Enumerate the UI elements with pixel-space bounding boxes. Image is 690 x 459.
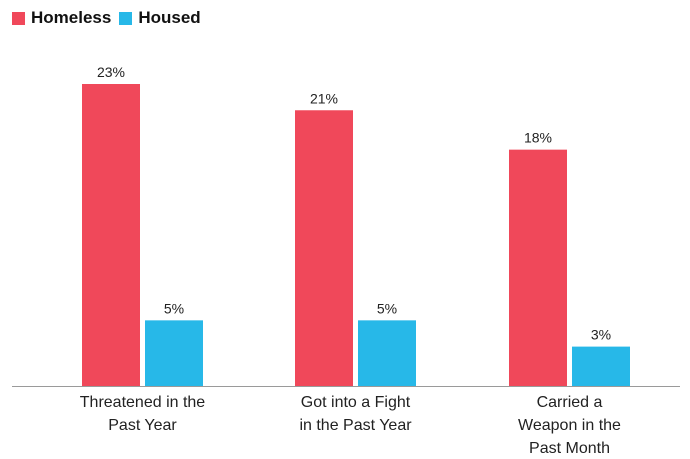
legend-item-housed: Housed	[119, 8, 201, 28]
category-label-2-line-1: Got into a Fight	[301, 394, 411, 411]
legend: Homeless Housed	[12, 8, 209, 28]
data-label-homeless-3: 18%	[524, 130, 552, 146]
legend-swatch-homeless	[12, 11, 25, 25]
bar-housed-3	[572, 346, 630, 386]
category-label-2-line-2: in the Past Year	[299, 417, 412, 434]
legend-label-homeless: Homeless	[31, 8, 112, 27]
category-label-1-line-2: Past Year	[108, 417, 177, 434]
data-label-homeless-2: 21%	[310, 90, 338, 106]
category-label-1-line-1: Threatened in the	[80, 394, 206, 411]
data-label-housed-3: 3%	[591, 327, 611, 343]
data-label-homeless-1: 23%	[97, 64, 125, 80]
legend-label-housed: Housed	[138, 8, 201, 27]
bar-housed-1	[145, 320, 203, 386]
category-label-3-line-2: Weapon in the	[518, 417, 621, 434]
bar-housed-2	[358, 320, 416, 386]
data-label-housed-1: 5%	[164, 300, 184, 316]
data-label-housed-2: 5%	[377, 300, 397, 316]
category-label-3-line-3: Past Month	[529, 440, 610, 457]
legend-swatch-housed	[119, 11, 133, 25]
category-label-3-line-1: Carried a	[537, 394, 603, 411]
bar-homeless-1	[82, 84, 140, 386]
bar-homeless-2	[295, 110, 353, 387]
bar-homeless-3	[509, 149, 567, 386]
legend-item-homeless: Homeless	[12, 8, 111, 28]
